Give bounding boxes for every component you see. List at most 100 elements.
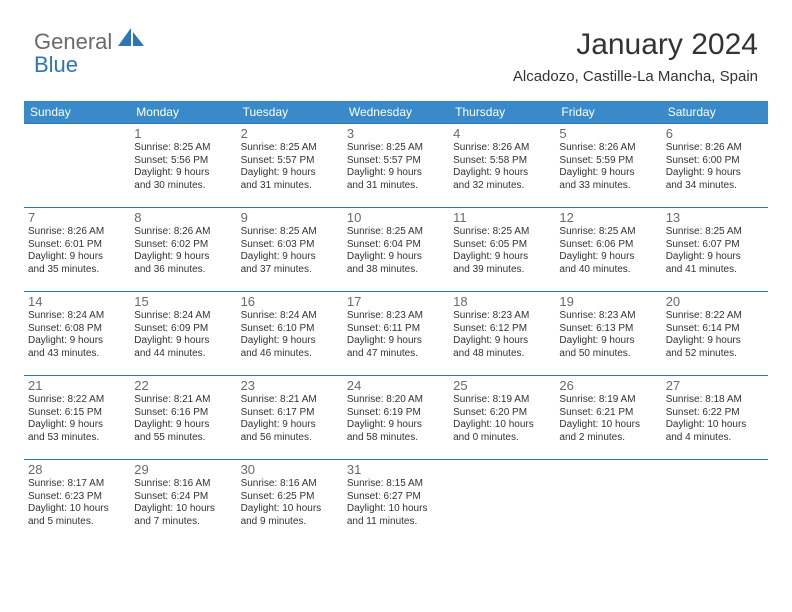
calendar-cell: 17Sunrise: 8:23 AMSunset: 6:11 PMDayligh… [343, 292, 449, 376]
daylight-line: Daylight: 9 hours [134, 167, 232, 180]
day-header: Sunday [24, 101, 130, 124]
sunset-line: Sunset: 5:56 PM [134, 155, 232, 168]
sunrise-line: Sunrise: 8:19 AM [453, 394, 551, 407]
daylight-line: and 55 minutes. [134, 432, 232, 445]
title-block: January 2024 Alcadozo, Castille-La Manch… [513, 28, 758, 85]
sunrise-line: Sunrise: 8:22 AM [28, 394, 126, 407]
sunset-line: Sunset: 6:17 PM [241, 407, 339, 420]
calendar-cell: 23Sunrise: 8:21 AMSunset: 6:17 PMDayligh… [237, 376, 343, 460]
daylight-line: Daylight: 9 hours [134, 335, 232, 348]
daylight-line: and 39 minutes. [453, 264, 551, 277]
daylight-line: Daylight: 9 hours [28, 419, 126, 432]
sunset-line: Sunset: 6:04 PM [347, 239, 445, 252]
day-number: 8 [134, 210, 232, 225]
daylight-line: and 34 minutes. [666, 180, 764, 193]
daylight-line: Daylight: 10 hours [241, 503, 339, 516]
daylight-line: Daylight: 9 hours [28, 251, 126, 264]
calendar-cell: 29Sunrise: 8:16 AMSunset: 6:24 PMDayligh… [130, 460, 236, 544]
day-number: 15 [134, 294, 232, 309]
daylight-line: and 36 minutes. [134, 264, 232, 277]
daylight-line: and 31 minutes. [241, 180, 339, 193]
day-number: 1 [134, 126, 232, 141]
sunrise-line: Sunrise: 8:25 AM [241, 226, 339, 239]
sunrise-line: Sunrise: 8:19 AM [559, 394, 657, 407]
sunrise-line: Sunrise: 8:24 AM [241, 310, 339, 323]
day-number: 7 [28, 210, 126, 225]
sunset-line: Sunset: 6:24 PM [134, 491, 232, 504]
day-header: Friday [555, 101, 661, 124]
sunset-line: Sunset: 6:16 PM [134, 407, 232, 420]
day-number: 29 [134, 462, 232, 477]
sunset-line: Sunset: 6:15 PM [28, 407, 126, 420]
sunrise-line: Sunrise: 8:23 AM [559, 310, 657, 323]
calendar-cell: 18Sunrise: 8:23 AMSunset: 6:12 PMDayligh… [449, 292, 555, 376]
sunrise-line: Sunrise: 8:26 AM [666, 142, 764, 155]
calendar-cell: 19Sunrise: 8:23 AMSunset: 6:13 PMDayligh… [555, 292, 661, 376]
calendar-cell: 20Sunrise: 8:22 AMSunset: 6:14 PMDayligh… [662, 292, 768, 376]
calendar-cell: 5Sunrise: 8:26 AMSunset: 5:59 PMDaylight… [555, 124, 661, 208]
daylight-line: and 48 minutes. [453, 348, 551, 361]
sunset-line: Sunset: 6:13 PM [559, 323, 657, 336]
calendar-table: Sunday Monday Tuesday Wednesday Thursday… [24, 101, 768, 544]
day-number: 23 [241, 378, 339, 393]
calendar-cell: 12Sunrise: 8:25 AMSunset: 6:06 PMDayligh… [555, 208, 661, 292]
day-number: 6 [666, 126, 764, 141]
sunrise-line: Sunrise: 8:26 AM [134, 226, 232, 239]
daylight-line: and 38 minutes. [347, 264, 445, 277]
daylight-line: and 52 minutes. [666, 348, 764, 361]
daylight-line: Daylight: 9 hours [347, 335, 445, 348]
sunset-line: Sunset: 6:25 PM [241, 491, 339, 504]
sunset-line: Sunset: 6:11 PM [347, 323, 445, 336]
sunset-line: Sunset: 6:05 PM [453, 239, 551, 252]
day-number: 2 [241, 126, 339, 141]
calendar-cell: 7Sunrise: 8:26 AMSunset: 6:01 PMDaylight… [24, 208, 130, 292]
day-number: 25 [453, 378, 551, 393]
daylight-line: Daylight: 10 hours [134, 503, 232, 516]
sunrise-line: Sunrise: 8:23 AM [347, 310, 445, 323]
sunset-line: Sunset: 6:06 PM [559, 239, 657, 252]
calendar-cell: 2Sunrise: 8:25 AMSunset: 5:57 PMDaylight… [237, 124, 343, 208]
day-number: 9 [241, 210, 339, 225]
day-number: 24 [347, 378, 445, 393]
day-number: 11 [453, 210, 551, 225]
daylight-line: and 37 minutes. [241, 264, 339, 277]
page-title: January 2024 [513, 28, 758, 62]
sunrise-line: Sunrise: 8:17 AM [28, 478, 126, 491]
daylight-line: Daylight: 9 hours [241, 335, 339, 348]
sunset-line: Sunset: 6:22 PM [666, 407, 764, 420]
daylight-line: Daylight: 9 hours [241, 167, 339, 180]
sunrise-line: Sunrise: 8:21 AM [134, 394, 232, 407]
daylight-line: Daylight: 9 hours [666, 335, 764, 348]
daylight-line: Daylight: 10 hours [28, 503, 126, 516]
day-number: 19 [559, 294, 657, 309]
sunset-line: Sunset: 6:14 PM [666, 323, 764, 336]
sunset-line: Sunset: 6:03 PM [241, 239, 339, 252]
sunrise-line: Sunrise: 8:25 AM [347, 226, 445, 239]
daylight-line: Daylight: 9 hours [347, 167, 445, 180]
daylight-line: Daylight: 9 hours [134, 251, 232, 264]
sunset-line: Sunset: 6:00 PM [666, 155, 764, 168]
calendar-cell: 25Sunrise: 8:19 AMSunset: 6:20 PMDayligh… [449, 376, 555, 460]
daylight-line: Daylight: 9 hours [453, 167, 551, 180]
daylight-line: and 56 minutes. [241, 432, 339, 445]
sunset-line: Sunset: 6:27 PM [347, 491, 445, 504]
daylight-line: Daylight: 9 hours [347, 419, 445, 432]
sunset-line: Sunset: 5:59 PM [559, 155, 657, 168]
calendar-row: 7Sunrise: 8:26 AMSunset: 6:01 PMDaylight… [24, 208, 768, 292]
daylight-line: and 40 minutes. [559, 264, 657, 277]
sunrise-line: Sunrise: 8:16 AM [241, 478, 339, 491]
calendar-row: 1Sunrise: 8:25 AMSunset: 5:56 PMDaylight… [24, 124, 768, 208]
daylight-line: Daylight: 9 hours [241, 419, 339, 432]
calendar-cell: 14Sunrise: 8:24 AMSunset: 6:08 PMDayligh… [24, 292, 130, 376]
sunrise-line: Sunrise: 8:21 AM [241, 394, 339, 407]
daylight-line: and 4 minutes. [666, 432, 764, 445]
calendar-cell: 1Sunrise: 8:25 AMSunset: 5:56 PMDaylight… [130, 124, 236, 208]
day-header: Saturday [662, 101, 768, 124]
sunset-line: Sunset: 6:07 PM [666, 239, 764, 252]
calendar-cell: 15Sunrise: 8:24 AMSunset: 6:09 PMDayligh… [130, 292, 236, 376]
sunrise-line: Sunrise: 8:16 AM [134, 478, 232, 491]
calendar-cell: 3Sunrise: 8:25 AMSunset: 5:57 PMDaylight… [343, 124, 449, 208]
sunrise-line: Sunrise: 8:25 AM [134, 142, 232, 155]
calendar-cell: 22Sunrise: 8:21 AMSunset: 6:16 PMDayligh… [130, 376, 236, 460]
calendar-cell [662, 460, 768, 544]
